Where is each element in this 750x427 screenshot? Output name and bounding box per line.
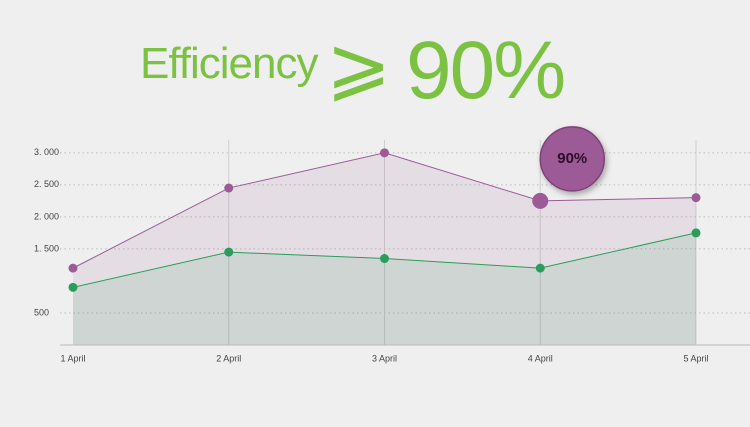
y-tick-label: 500 [34, 307, 49, 317]
title-value: 90% [406, 25, 564, 116]
annotation-label: 90% [557, 150, 587, 167]
y-tick-label: 2. 500 [34, 179, 59, 189]
x-tick-label: 1 April [60, 353, 85, 363]
point [68, 282, 78, 292]
y-tick-label: 2. 000 [34, 211, 59, 221]
area [73, 232, 696, 345]
x-tick-label: 4 April [528, 353, 553, 363]
annotation-bubble [539, 126, 605, 192]
point [224, 247, 234, 257]
point [380, 254, 389, 264]
y-tick-label: 3. 000 [34, 147, 59, 157]
x-tick-label: 2 April [216, 353, 241, 363]
x-tick-label: 5 April [683, 353, 708, 363]
point [532, 192, 549, 209]
y-tick-label: 1. 500 [34, 243, 59, 253]
plot: 3. 000 2. 500 2. 000 1. 500 500 1 April 2 Apri… [34, 126, 750, 363]
point [535, 263, 545, 273]
point [380, 148, 389, 158]
x-tick-label: 3 April [372, 353, 397, 363]
point [68, 263, 78, 273]
point [691, 193, 701, 203]
point [691, 228, 701, 238]
chart-title: Efficiency [140, 39, 318, 88]
title-symbol: ⩾ [326, 21, 391, 109]
point [224, 183, 234, 193]
